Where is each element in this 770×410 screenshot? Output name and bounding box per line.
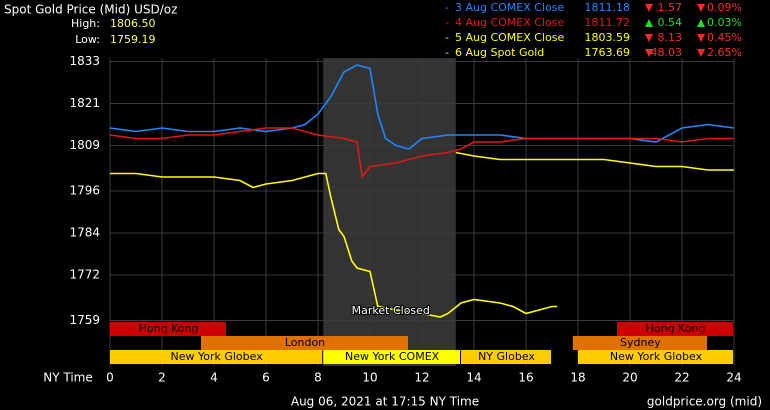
legend-change-pct: 2.65% <box>707 46 742 59</box>
x-tick-label: 8 <box>314 371 322 385</box>
high-label: High: <box>71 17 100 30</box>
change-arrow <box>697 34 705 42</box>
legend-change-pct: 0.09% <box>707 1 742 14</box>
legend-close: 1811.18 <box>585 1 631 14</box>
session-bar <box>578 350 733 364</box>
change-arrow <box>645 4 653 12</box>
low-value: 1759.19 <box>110 33 156 46</box>
chart-title: Spot Gold Price (Mid) USD/oz <box>4 3 177 17</box>
price-line <box>110 172 558 318</box>
y-tick-label: 1784 <box>69 226 100 240</box>
legend-change-pct: 0.45% <box>707 31 742 44</box>
x-tick-label: 14 <box>466 371 481 385</box>
legend-dash: - <box>445 1 449 14</box>
legend-close: 1803.59 <box>585 31 631 44</box>
market-closed-shade <box>323 58 456 366</box>
session-label: New York Globex <box>610 350 703 363</box>
x-axis-label: NY Time <box>43 371 93 385</box>
change-arrow <box>645 34 653 42</box>
legend-change: 1.57 <box>658 1 683 14</box>
session-bar <box>617 322 733 336</box>
session-bar <box>572 336 707 350</box>
low-label: Low: <box>75 33 100 46</box>
change-arrow <box>645 49 653 57</box>
x-tick-label: 24 <box>726 371 741 385</box>
session-bar <box>110 350 323 364</box>
x-tick-label: 6 <box>262 371 270 385</box>
price-line <box>455 151 734 171</box>
high-value: 1806.50 <box>110 17 156 30</box>
session-label: Hong Kong <box>646 322 706 335</box>
legend-change: 48.03 <box>651 46 683 59</box>
annotation: Market Closed <box>352 304 430 317</box>
x-tick-label: 22 <box>674 371 689 385</box>
footer: Aug 06, 2021 at 17:15 NY Time <box>291 395 479 409</box>
change-arrow <box>645 19 653 27</box>
session-bar <box>461 350 551 364</box>
x-tick-label: 2 <box>158 371 166 385</box>
legend-close: 1763.69 <box>585 46 631 59</box>
y-tick-label: 1833 <box>69 54 100 68</box>
legend-close: 1811.72 <box>585 16 631 29</box>
x-tick-label: 10 <box>362 371 377 385</box>
session-bar <box>110 322 226 336</box>
session-label: London <box>285 336 325 349</box>
session-bar <box>323 350 460 364</box>
session-bar <box>201 336 408 350</box>
x-tick-label: 12 <box>414 371 429 385</box>
x-tick-label: 20 <box>622 371 637 385</box>
legend-change: 8.13 <box>658 31 683 44</box>
legend-change: 0.54 <box>658 16 683 29</box>
legend-name: 3 Aug COMEX Close <box>455 1 564 14</box>
session-label: NY Globex <box>478 350 535 363</box>
source: goldprice.org (mid) <box>647 395 762 409</box>
y-tick-label: 1796 <box>69 184 100 198</box>
y-tick-label: 1772 <box>69 268 100 282</box>
legend-name: 6 Aug Spot Gold <box>455 46 544 59</box>
change-arrow <box>697 19 705 27</box>
session-label: Hong Kong <box>139 322 199 335</box>
x-tick-label: 0 <box>106 371 114 385</box>
x-tick-label: 4 <box>210 371 218 385</box>
y-tick-label: 1809 <box>69 138 100 152</box>
legend-name: 5 Aug COMEX Close <box>455 31 564 44</box>
x-tick-label: 16 <box>518 371 533 385</box>
legend-dash: - <box>445 31 449 44</box>
change-arrow <box>697 49 705 57</box>
legend-dash: - <box>445 46 449 59</box>
session-label: New York Globex <box>170 350 263 363</box>
legend-change-pct: 0.03% <box>707 16 742 29</box>
session-label: New York COMEX <box>345 350 440 363</box>
change-arrow <box>697 4 705 12</box>
y-tick-label: 1759 <box>69 313 100 327</box>
price-line <box>109 127 734 180</box>
legend-dash: - <box>445 16 449 29</box>
y-tick-label: 1821 <box>69 96 100 110</box>
x-tick-label: 18 <box>570 371 585 385</box>
session-label: Sydney <box>620 336 661 349</box>
legend-name: 4 Aug COMEX Close <box>455 16 564 29</box>
